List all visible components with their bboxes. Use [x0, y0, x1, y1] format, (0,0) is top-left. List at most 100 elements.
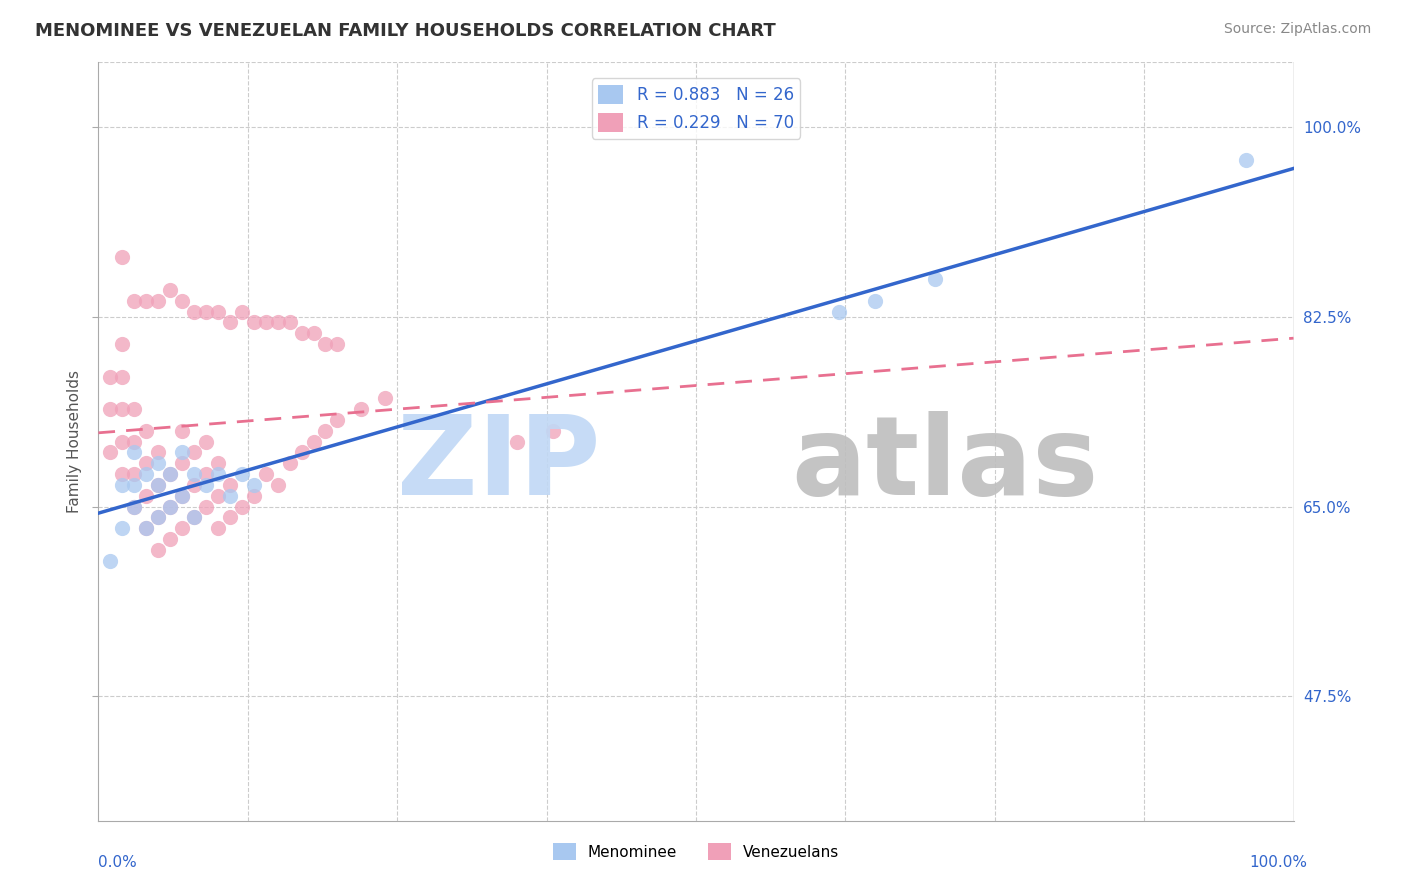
Point — [172, 445, 194, 459]
Point — [278, 456, 301, 470]
Text: ZIP: ZIP — [396, 411, 600, 517]
Point — [124, 402, 146, 417]
Point — [148, 542, 170, 557]
Point — [124, 467, 146, 481]
Point — [135, 489, 157, 503]
Point — [924, 272, 946, 286]
Point — [111, 337, 134, 351]
Point — [183, 510, 205, 524]
Point — [135, 293, 157, 308]
Point — [111, 434, 134, 449]
Point — [207, 489, 229, 503]
Point — [219, 489, 242, 503]
Point — [195, 434, 218, 449]
Point — [135, 521, 157, 535]
Point — [111, 478, 134, 492]
Point — [172, 424, 194, 438]
Point — [183, 467, 205, 481]
Point — [159, 467, 181, 481]
Point — [278, 315, 301, 329]
Point — [195, 478, 218, 492]
Point — [195, 500, 218, 514]
Point — [219, 478, 242, 492]
Point — [98, 402, 122, 417]
Point — [183, 510, 205, 524]
Point — [541, 424, 564, 438]
Point — [315, 424, 337, 438]
Point — [111, 251, 134, 265]
Point — [207, 304, 229, 318]
Text: atlas: atlas — [792, 411, 1099, 517]
Point — [254, 315, 277, 329]
Point — [506, 434, 529, 449]
Point — [172, 489, 194, 503]
Point — [183, 478, 205, 492]
Point — [148, 510, 170, 524]
Point — [243, 478, 266, 492]
Point — [159, 500, 181, 514]
Point — [254, 467, 277, 481]
Text: 0.0%: 0.0% — [98, 855, 138, 870]
Point — [207, 456, 229, 470]
Point — [159, 532, 181, 546]
Point — [135, 424, 157, 438]
Point — [98, 554, 122, 568]
Point — [195, 304, 218, 318]
Point — [267, 315, 290, 329]
Point — [219, 315, 242, 329]
Point — [219, 510, 242, 524]
Point — [148, 293, 170, 308]
Point — [865, 293, 887, 308]
Point — [326, 337, 349, 351]
Point — [111, 402, 134, 417]
Point — [828, 304, 851, 318]
Point — [374, 391, 396, 405]
Point — [148, 478, 170, 492]
Point — [231, 500, 253, 514]
Point — [207, 467, 229, 481]
Point — [148, 478, 170, 492]
Point — [1234, 153, 1257, 167]
Point — [159, 467, 181, 481]
Text: Source: ZipAtlas.com: Source: ZipAtlas.com — [1223, 22, 1371, 37]
Text: 100.0%: 100.0% — [1250, 855, 1308, 870]
Point — [172, 489, 194, 503]
Point — [124, 500, 146, 514]
Point — [135, 521, 157, 535]
Point — [231, 304, 253, 318]
Point — [207, 521, 229, 535]
Point — [302, 326, 325, 341]
Legend: R = 0.883   N = 26, R = 0.229   N = 70: R = 0.883 N = 26, R = 0.229 N = 70 — [592, 78, 800, 138]
Point — [172, 456, 194, 470]
Point — [148, 510, 170, 524]
Point — [124, 500, 146, 514]
Point — [111, 521, 134, 535]
Point — [315, 337, 337, 351]
Point — [291, 445, 314, 459]
Point — [183, 304, 205, 318]
Point — [243, 489, 266, 503]
Point — [148, 445, 170, 459]
Point — [98, 445, 122, 459]
Y-axis label: Family Households: Family Households — [66, 370, 82, 513]
Point — [111, 467, 134, 481]
Point — [148, 456, 170, 470]
Point — [291, 326, 314, 341]
Point — [183, 445, 205, 459]
Point — [172, 521, 194, 535]
Point — [350, 402, 373, 417]
Point — [124, 445, 146, 459]
Text: MENOMINEE VS VENEZUELAN FAMILY HOUSEHOLDS CORRELATION CHART: MENOMINEE VS VENEZUELAN FAMILY HOUSEHOLD… — [35, 22, 776, 40]
Point — [326, 413, 349, 427]
Point — [111, 369, 134, 384]
Point — [195, 467, 218, 481]
Point — [124, 434, 146, 449]
Point — [243, 315, 266, 329]
Point — [98, 369, 122, 384]
Point — [124, 293, 146, 308]
Point — [172, 293, 194, 308]
Point — [135, 456, 157, 470]
Point — [267, 478, 290, 492]
Point — [302, 434, 325, 449]
Point — [124, 478, 146, 492]
